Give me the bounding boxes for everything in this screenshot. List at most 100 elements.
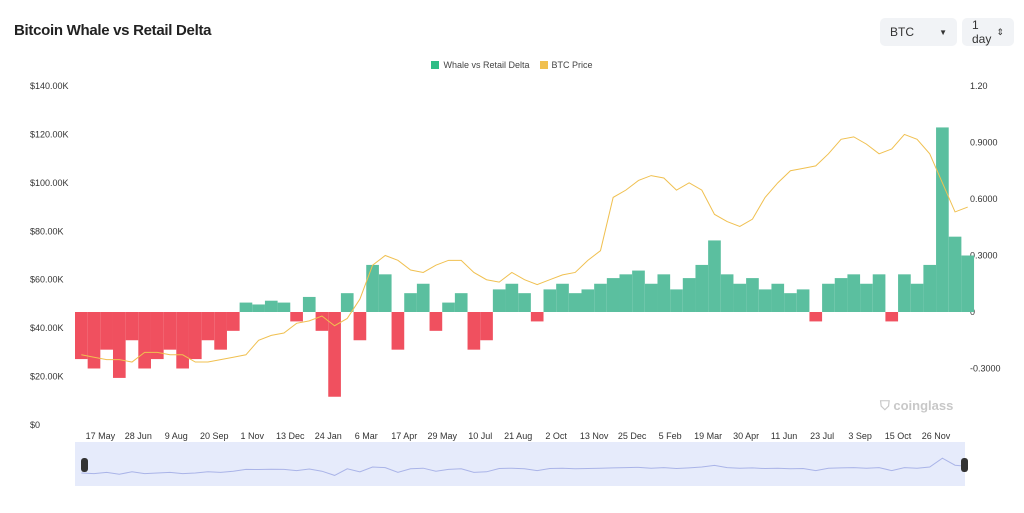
x-axis-tick-label: 5 Feb	[659, 431, 682, 441]
x-axis-tick-label: 26 Nov	[922, 431, 951, 441]
delta-bar	[834, 278, 848, 312]
delta-bar	[290, 312, 303, 322]
right-axis-tick-label: 0.3000	[970, 251, 998, 261]
delta-bar	[505, 283, 519, 312]
delta-bar	[214, 312, 227, 350]
delta-bar	[252, 304, 265, 312]
delta-bar	[936, 127, 949, 312]
delta-bar	[530, 312, 544, 322]
delta-bar	[176, 312, 189, 369]
delta-bar	[353, 312, 367, 341]
right-axis-tick-label: 1.20	[970, 81, 988, 91]
delta-bar	[860, 283, 873, 312]
left-axis-tick-label: $80.00K	[30, 226, 64, 236]
delta-bar	[163, 312, 177, 350]
delta-bar	[733, 283, 747, 312]
navigator-handle-right[interactable]	[961, 458, 968, 472]
delta-bar	[467, 312, 481, 350]
delta-bar	[885, 312, 899, 322]
delta-bar	[809, 312, 823, 322]
x-axis-tick-label: 2 Oct	[545, 431, 567, 441]
delta-bar	[100, 312, 113, 350]
delta-bar	[264, 300, 278, 312]
delta-bar	[657, 274, 671, 312]
x-axis-tick-label: 30 Apr	[733, 431, 759, 441]
delta-bar	[188, 312, 202, 360]
legend: Whale vs Retail Delta BTC Price	[0, 60, 1024, 70]
delta-bar	[378, 274, 392, 312]
right-axis-tick-label: 0.9000	[970, 138, 998, 148]
delta-bar	[480, 312, 493, 341]
right-axis-tick-label: 0.6000	[970, 194, 998, 204]
delta-bar	[75, 312, 88, 360]
delta-bar	[302, 296, 316, 312]
delta-bar	[898, 274, 911, 312]
btc-price-line	[81, 133, 968, 363]
symbol-select-value: BTC	[890, 25, 914, 39]
delta-bar	[568, 293, 582, 312]
navigator-handle-left[interactable]	[81, 458, 88, 472]
delta-bar	[784, 293, 797, 312]
left-axis-tick-label: $40.00K	[30, 323, 64, 333]
delta-bar	[391, 312, 405, 350]
x-axis-tick-label: 20 Sep	[200, 431, 229, 441]
x-axis-tick-label: 3 Sep	[848, 431, 872, 441]
interval-select-value: 1 day	[972, 18, 992, 46]
delta-bar	[771, 283, 785, 312]
x-axis-tick-label: 19 Mar	[694, 431, 722, 441]
delta-bar	[429, 312, 443, 331]
x-axis-tick-label: 29 May	[427, 431, 457, 441]
delta-bar	[746, 278, 759, 312]
left-axis-tick-label: $20.00K	[30, 372, 64, 382]
left-axis-tick-label: $100.00K	[30, 178, 69, 188]
page-title: Bitcoin Whale vs Retail Delta	[14, 22, 212, 39]
x-axis-tick-label: 9 Aug	[165, 431, 188, 441]
x-axis-tick-label: 1 Nov	[241, 431, 265, 441]
right-axis-tick-label: -0.3000	[970, 364, 1001, 374]
navigator-series-line	[81, 457, 968, 476]
delta-bar	[720, 274, 734, 312]
delta-bar	[948, 236, 962, 312]
delta-bar	[644, 283, 658, 312]
x-axis-tick-label: 10 Jul	[468, 431, 492, 441]
legend-item-delta[interactable]: Whale vs Retail Delta	[431, 60, 530, 70]
x-axis-tick-label: 17 Apr	[391, 431, 417, 441]
x-axis-tick-label: 17 May	[86, 431, 116, 441]
x-axis-tick-label: 13 Dec	[276, 431, 305, 441]
delta-bar	[239, 302, 253, 312]
delta-bar	[112, 312, 126, 378]
navigator-background	[75, 442, 965, 486]
x-axis-tick-label: 24 Jan	[315, 431, 342, 441]
x-axis-tick-label: 11 Jun	[771, 431, 797, 441]
delta-bar	[226, 312, 240, 331]
left-axis-tick-label: $120.00K	[30, 129, 69, 139]
delta-bar	[416, 283, 430, 312]
delta-bar	[632, 270, 645, 312]
delta-bar	[961, 255, 975, 312]
interval-select[interactable]: 1 day ⇕	[962, 18, 1014, 46]
legend-item-price[interactable]: BTC Price	[539, 60, 593, 70]
delta-bar	[796, 289, 810, 312]
delta-bar	[581, 289, 595, 312]
x-axis-tick-label: 6 Mar	[355, 431, 378, 441]
delta-bar	[328, 312, 341, 397]
delta-bar	[556, 283, 569, 312]
delta-bar	[366, 264, 379, 312]
delta-bar	[492, 289, 506, 312]
delta-bar	[150, 312, 164, 360]
delta-bar	[910, 283, 924, 312]
delta-bar	[404, 293, 417, 312]
caret-down-icon: ▼	[939, 27, 947, 37]
delta-bar	[923, 264, 937, 312]
delta-bar	[340, 293, 354, 312]
delta-bar	[847, 274, 861, 312]
delta-bar	[543, 289, 557, 312]
left-axis-tick-label: $60.00K	[30, 275, 64, 285]
left-axis-tick-label: $140.00K	[30, 81, 69, 91]
delta-bar	[708, 240, 721, 312]
x-axis-tick-label: 25 Dec	[618, 431, 647, 441]
symbol-select[interactable]: BTC ▼	[880, 18, 957, 46]
delta-bar	[518, 293, 531, 312]
delta-bar	[670, 289, 683, 312]
